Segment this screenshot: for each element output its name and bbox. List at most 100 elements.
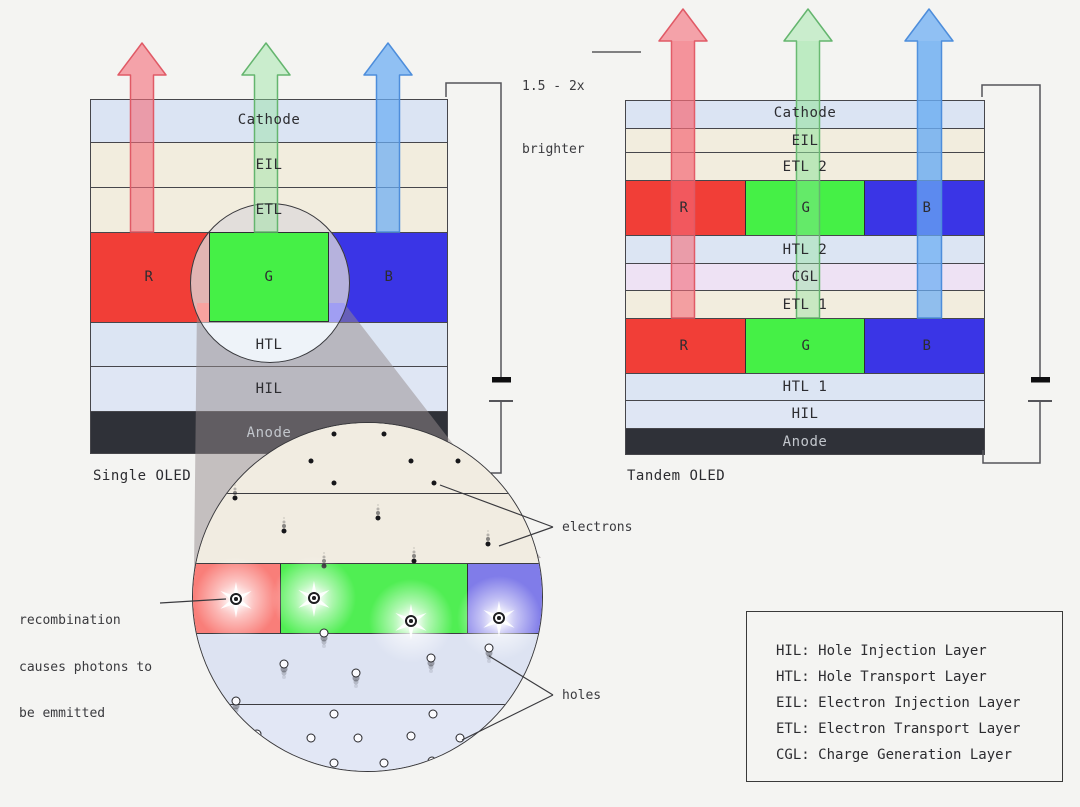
electron-icon	[281, 528, 287, 534]
hole-icon	[353, 733, 363, 743]
magnified-view-circle	[192, 422, 543, 772]
single-htl-label: HTL	[255, 337, 283, 353]
photon-star-icon	[266, 550, 362, 646]
tandem-layer-htl1	[626, 374, 984, 401]
hole-icon	[329, 709, 339, 719]
tandem-bottom-red-label: R	[679, 338, 689, 354]
legend-item-cgl: CGL: Charge Generation Layer	[776, 747, 1013, 763]
tandem-blue-light-arrow	[904, 8, 954, 319]
single-red-label: R	[144, 269, 154, 285]
electron-icon	[455, 458, 461, 464]
recombination-pointer-line	[159, 598, 227, 604]
electron-icon	[408, 458, 414, 464]
magnifier-circle	[190, 203, 350, 363]
tandem-htl2-label: HTL 2	[782, 242, 828, 258]
right-circuit-wire	[981, 84, 1041, 377]
tandem-htl1-label: HTL 1	[782, 379, 828, 395]
brighter-line2: brighter	[522, 142, 585, 157]
brighter-annotation: 1.5 - 2x brighter	[522, 34, 585, 202]
tandem-emission-layer-bottom	[626, 319, 984, 374]
electron-icon	[411, 558, 417, 564]
tandem-oled-caption: Tandem OLED	[627, 468, 726, 484]
tandem-eil-label: EIL	[791, 133, 819, 149]
electron-icon	[431, 480, 437, 486]
hole-icon	[319, 628, 329, 638]
hole-icon	[329, 758, 339, 768]
tandem-red-arrow-boost	[671, 41, 695, 180]
single-eil-label: EIL	[255, 157, 283, 173]
electron-icon	[308, 458, 314, 464]
tandem-bottom-blue-label: B	[922, 338, 932, 354]
holes-annotation: holes	[562, 688, 602, 703]
right-battery-negative-plate	[1031, 377, 1050, 383]
hole-icon	[279, 659, 289, 669]
electron-icon	[331, 431, 337, 437]
legend-item-hil: HIL: Hole Injection Layer	[776, 643, 987, 659]
legend-item-eil: EIL: Electron Injection Layer	[776, 695, 1021, 711]
photon-star-icon	[451, 570, 542, 666]
single-blue-light-arrow	[363, 42, 413, 233]
hole-icon	[231, 696, 241, 706]
tandem-hil-label: HIL	[791, 406, 819, 422]
hole-icon	[427, 756, 437, 766]
tandem-anode-label: Anode	[782, 434, 828, 450]
hole-icon	[306, 733, 316, 743]
hole-icon	[484, 643, 494, 653]
tandem-blue-arrow-boost	[917, 41, 941, 180]
tandem-etl1-label: ETL 1	[782, 297, 828, 313]
tandem-layer-anode	[626, 429, 984, 454]
photon-star-icon	[363, 573, 459, 669]
tandem-top-green-subpixel	[745, 181, 865, 235]
hole-icon	[252, 729, 262, 739]
hole-icon	[455, 733, 465, 743]
tandem-etl2-label: ETL 2	[782, 159, 828, 175]
single-etl-label: ETL	[255, 202, 283, 218]
abbreviation-legend: HIL: Hole Injection Layer HTL: Hole Tran…	[746, 611, 1063, 782]
right-battery-positive-plate	[1028, 400, 1052, 402]
right-circuit-wire-bottom	[982, 402, 1041, 464]
hole-icon	[379, 758, 389, 768]
hole-icon	[406, 731, 416, 741]
recombination-annotation: recombination causes photons to be emmit…	[19, 582, 152, 753]
electron-icon	[381, 431, 387, 437]
electron-icon	[232, 495, 238, 501]
single-blue-label: B	[384, 269, 394, 285]
holes-pointer-line	[461, 694, 554, 741]
electron-icon	[331, 480, 337, 486]
electrons-pointer-line	[439, 484, 554, 528]
left-circuit-wire	[445, 82, 502, 377]
single-oled-caption: Single OLED	[93, 468, 192, 484]
magnified-green-subpixel	[209, 232, 329, 322]
holes-pointer-line	[488, 655, 554, 696]
tandem-bottom-green-subpixel	[745, 319, 865, 373]
tandem-bottom-green-label: G	[801, 338, 811, 354]
legend-item-htl: HTL: Hole Transport Layer	[776, 669, 987, 685]
electrons-annotation: electrons	[562, 520, 633, 535]
single-green-light-arrow	[241, 42, 291, 233]
hole-icon	[428, 709, 438, 719]
tandem-top-blue-label: B	[922, 200, 932, 216]
single-cathode-label: Cathode	[237, 112, 301, 128]
tandem-cgl-label: CGL	[791, 269, 819, 285]
tandem-bottom-blue-subpixel	[865, 319, 984, 373]
magnified-eil-band	[193, 423, 542, 493]
tandem-bottom-red-subpixel	[626, 319, 745, 373]
electron-icon	[485, 541, 491, 547]
recombination-line1: recombination	[19, 613, 121, 628]
single-hil-label: HIL	[255, 381, 283, 397]
hole-icon	[426, 653, 436, 663]
tandem-top-green-label: G	[801, 200, 811, 216]
magnified-hil-band	[193, 704, 542, 771]
recombination-line3: be emmitted	[19, 706, 106, 721]
single-red-light-arrow	[117, 42, 167, 233]
left-battery-positive-plate	[489, 400, 513, 402]
electron-icon	[375, 515, 381, 521]
tandem-red-light-arrow	[658, 8, 708, 319]
tandem-green-light-arrow	[783, 8, 833, 319]
hole-icon	[351, 668, 361, 678]
single-red-subpixel	[91, 233, 210, 322]
tandem-top-red-label: R	[679, 200, 689, 216]
